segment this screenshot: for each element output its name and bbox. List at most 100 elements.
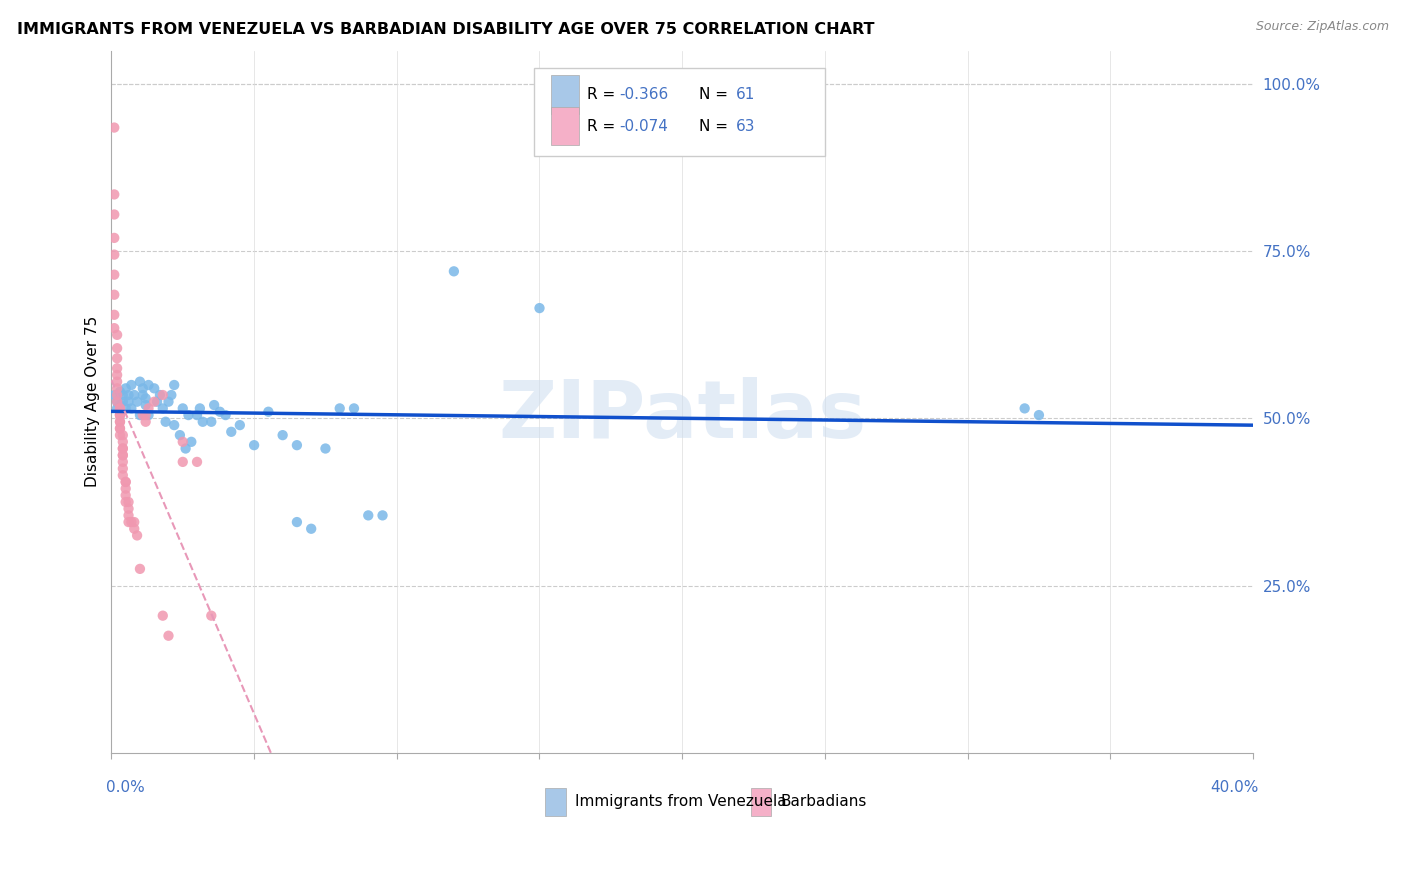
Point (114, 475, 136, 489)
Point (219, 425, 242, 439)
Point (117, 495, 139, 509)
Point (114, 495, 136, 509)
Point (214, 408, 236, 422)
Point (111, 455, 134, 469)
Point (208, 405, 231, 419)
Point (138, 408, 160, 422)
Point (111, 434, 134, 449)
Point (108, 415, 131, 429)
Point (1028, 408, 1050, 422)
Point (108, 408, 131, 422)
Point (129, 375, 152, 389)
Point (285, 438, 308, 452)
Point (105, 381, 128, 395)
Point (103, 287, 125, 301)
Point (143, 394, 166, 409)
Text: R =: R = (588, 87, 620, 102)
Point (202, 398, 225, 412)
FancyBboxPatch shape (751, 788, 772, 816)
Point (103, 207, 125, 221)
Point (127, 528, 149, 542)
Point (163, 378, 186, 392)
Point (243, 438, 266, 452)
Point (229, 418, 252, 433)
Point (117, 388, 139, 402)
Point (114, 488, 136, 502)
Point (443, 264, 465, 278)
Point (108, 415, 131, 429)
Point (111, 442, 134, 456)
FancyBboxPatch shape (546, 788, 565, 816)
Point (138, 401, 160, 416)
Point (299, 522, 322, 536)
Text: Barbadians: Barbadians (780, 795, 866, 809)
Point (114, 475, 136, 489)
Point (111, 468, 134, 483)
Point (111, 448, 134, 462)
Point (105, 401, 128, 416)
Point (135, 415, 157, 429)
Point (135, 408, 157, 422)
Point (122, 515, 145, 529)
Text: -0.074: -0.074 (620, 119, 668, 134)
Text: -0.366: -0.366 (620, 87, 669, 102)
Point (343, 401, 366, 416)
Point (114, 381, 136, 395)
Point (529, 301, 551, 315)
Point (152, 388, 174, 402)
Point (117, 515, 139, 529)
Text: 63: 63 (735, 119, 755, 134)
Point (105, 388, 128, 402)
Point (163, 418, 186, 433)
Point (111, 394, 134, 409)
Text: ZIPatlas: ZIPatlas (498, 376, 866, 455)
Point (108, 428, 131, 442)
Point (108, 421, 131, 435)
Point (149, 388, 172, 402)
Point (172, 455, 194, 469)
Point (132, 381, 155, 395)
Point (143, 381, 166, 395)
Point (108, 421, 131, 435)
Point (157, 629, 180, 643)
Point (108, 401, 131, 416)
Point (114, 482, 136, 496)
Point (172, 434, 194, 449)
Point (120, 378, 142, 392)
Point (111, 461, 134, 475)
Text: Immigrants from Venezuela: Immigrants from Venezuela (575, 795, 786, 809)
Point (117, 394, 139, 409)
Point (135, 392, 157, 406)
Text: IMMIGRANTS FROM VENEZUELA VS BARBADIAN DISABILITY AGE OVER 75 CORRELATION CHART: IMMIGRANTS FROM VENEZUELA VS BARBADIAN D… (17, 22, 875, 37)
Point (111, 442, 134, 456)
Point (103, 187, 125, 202)
Text: 61: 61 (735, 87, 755, 102)
Point (357, 508, 380, 523)
Point (117, 508, 139, 523)
Text: 40.0%: 40.0% (1211, 780, 1258, 796)
Point (105, 368, 128, 382)
Point (122, 388, 145, 402)
Text: N =: N = (699, 87, 733, 102)
Point (105, 327, 128, 342)
Point (111, 388, 134, 402)
Point (138, 378, 160, 392)
Point (174, 442, 197, 456)
Point (111, 448, 134, 462)
Point (177, 408, 200, 422)
Point (129, 408, 152, 422)
Point (103, 268, 125, 282)
Point (314, 442, 336, 456)
Point (120, 401, 142, 416)
Point (103, 247, 125, 261)
Text: N =: N = (699, 119, 733, 134)
Point (105, 375, 128, 389)
Point (329, 401, 352, 416)
Point (120, 515, 142, 529)
Text: Source: ZipAtlas.com: Source: ZipAtlas.com (1256, 20, 1389, 33)
Point (103, 231, 125, 245)
Point (132, 408, 155, 422)
FancyBboxPatch shape (534, 68, 825, 156)
Point (105, 394, 128, 409)
Point (157, 394, 180, 409)
